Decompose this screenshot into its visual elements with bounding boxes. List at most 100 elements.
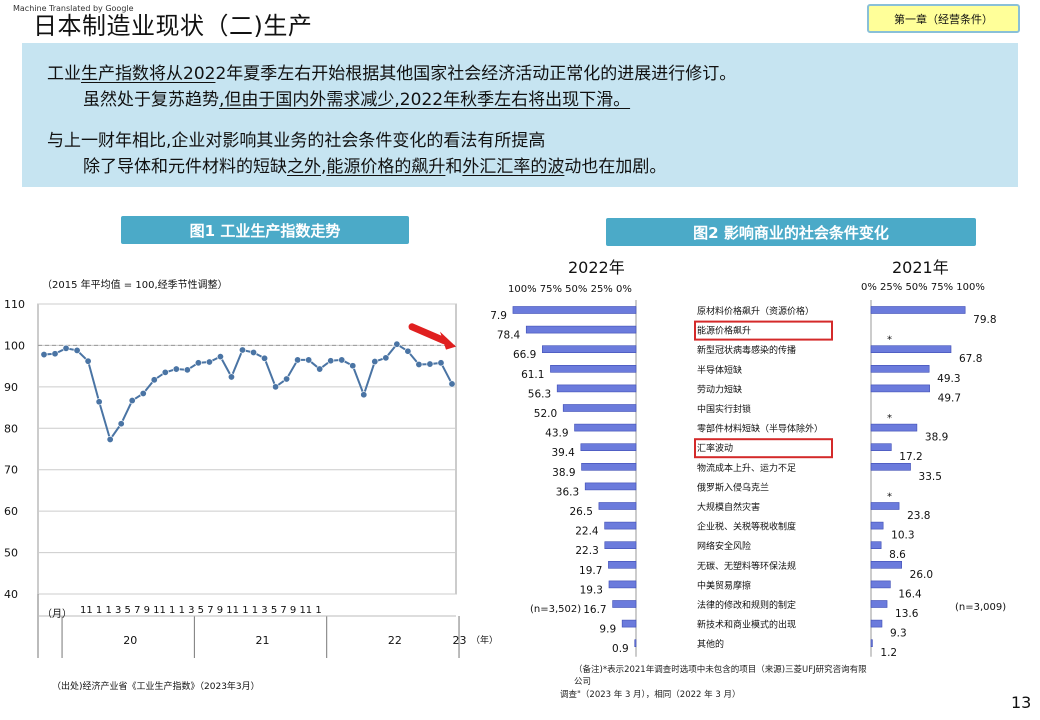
fig1-data-point (426, 360, 434, 368)
fig1-year-label: 20 (123, 634, 137, 647)
fig2-bar-2021 (870, 600, 888, 608)
fig1-y-tick-label: 70 (4, 464, 18, 477)
summary-line-4-text-f: 外汇汇率的波 (462, 157, 565, 177)
fig2-bar-2021 (870, 384, 930, 393)
fig2-bar-2022 (542, 345, 637, 354)
fig1-data-point (393, 340, 401, 348)
summary-line-2-text-a: 虽然处于复苏趋势 (83, 90, 219, 110)
fig2-category-label: 法律的修改和规则的制定 (697, 599, 796, 611)
summary-line-3: 与上一财年相比,企业对影响其业务的社会条件变化的看法有所提高 (47, 131, 546, 151)
fig1-data-point (261, 354, 269, 362)
summary-box: 工业生产指数将从2022年夏季左右开始根据其他国家社会经济活动正常化的进展进行修… (22, 43, 1018, 187)
fig2-label-2021: 8.6 (889, 549, 906, 561)
fig2-bar-2022 (512, 306, 637, 314)
fig2-label-2022: 9.9 (599, 624, 616, 636)
fig2-label-2021: 79.8 (973, 314, 996, 326)
summary-line-4-text-a: 除了导体和元件材料的短缺 (83, 157, 287, 177)
fig2-bar-2021 (870, 463, 911, 471)
fig1-data-point (106, 435, 114, 443)
machine-translated-watermark: Machine Translated by Google (13, 4, 134, 13)
fig2-label-2022: 43.9 (545, 428, 568, 440)
fig1-y-axis: 40 50 60 70 80 90 100 110 (4, 298, 25, 601)
summary-line-4-text-e: 和 (445, 157, 463, 177)
fig2-category-label: 原材料价格飙升（资源价格） (697, 305, 814, 317)
fig2-bar-2021 (870, 639, 873, 648)
fig2-bar-2022 (608, 580, 637, 589)
fig2-category-label: 半导体短缺 (697, 364, 742, 376)
fig1-year-label: 22 (388, 634, 402, 647)
fig1-line-chart: 40 50 60 70 80 90 100 110 20 21 22 23 (4, 298, 467, 658)
fig2-bar-2021 (870, 443, 892, 451)
fig1-month-label: （月） (42, 609, 72, 620)
fig1-data-point (117, 420, 125, 428)
page-title: 日本制造业现状（二)生产 (33, 12, 313, 40)
fig2-label-2021: 38.9 (925, 432, 948, 444)
fig2-left-n: (n=3,502) (530, 604, 582, 615)
fig1-header: 图1 工业生产指数走势 (121, 216, 409, 244)
fig1-data-point (437, 359, 445, 367)
fig1-year-unit: （年） (471, 636, 499, 646)
fig1-data-point (360, 391, 368, 399)
fig2-label-2022: 22.3 (575, 545, 598, 557)
fig1-data-point (250, 348, 258, 356)
fig1-data-point (338, 356, 346, 364)
fig2-right-year: 2021年 (892, 258, 949, 277)
fig2-bar-2021 (870, 560, 902, 569)
summary-line-2: 虽然处于复苏趋势,但由于国内外需求减少,2022年秋季左右将出现下滑。 (83, 85, 630, 110)
fig2-left-axis: 100% 75% 50% 25% 0% (508, 284, 632, 295)
fig2-asterisk: * (887, 413, 892, 424)
fig1-data-point (283, 375, 291, 383)
fig1-data-point (371, 358, 379, 366)
fig2-note-line-1: （备注)*表示2021年调查时选项中未包含的项目（来源)三菱UFJ研究咨询有限 (574, 665, 867, 675)
fig1-data-point (84, 357, 92, 365)
fig2-bar-2022 (550, 365, 637, 373)
fig2-label-2022: 78.4 (497, 330, 521, 342)
fig1-data-point (316, 365, 324, 373)
fig2-label-2022: 39.4 (551, 447, 575, 459)
fig2-label-2021: 16.4 (898, 588, 922, 600)
fig2-label-2022: 38.9 (552, 467, 575, 479)
fig2-note-line-2: 公司 (574, 677, 592, 687)
summary-line-1: 工业生产指数将从2022年夏季左右开始根据其他国家社会经济活动正常化的进展进行修… (47, 59, 736, 84)
fig2-bar-chart: 87.9 原材料价格飙升（资源价格） 79.8 78.4 能源价格飙升 * 66.9 新型冠状… (490, 300, 997, 659)
fig2-bar-2021 (870, 521, 884, 530)
summary-line-1-text-a: 工业 (47, 64, 81, 84)
fig2-right-n: (n=3,009) (955, 602, 1007, 613)
fig1-data-point (216, 353, 224, 361)
fig2-bar-2022 (598, 502, 637, 510)
fig2-bar-2022 (604, 541, 637, 549)
fig2-category-label: 网络安全风险 (697, 540, 751, 552)
fig1-data-point (294, 356, 302, 364)
fig2-label-2021: 33.5 (919, 471, 942, 483)
fig2-bar-2021 (870, 345, 952, 354)
fig2-label-2022: 26.5 (570, 506, 593, 518)
fig2-label-2022: 0.9 (612, 643, 629, 655)
fig1-data-point (150, 376, 158, 384)
fig2-label-2022: 19.3 (580, 584, 603, 596)
fig2-right-axis: 0% 25% 50% 75% 100% (861, 282, 985, 293)
summary-line-4: 除了导体和元件材料的短缺之外,能源价格的飙升和外汇汇率的波动也在加剧。 (83, 152, 666, 177)
decline-arrow-shaft (408, 323, 448, 345)
summary-line-1-text-c: 2年夏季左右开始根据其他国家社会经济活动正常化的进展进行修订。 (215, 64, 737, 84)
fig2-bar-2021 (870, 306, 966, 314)
fig1-data-point (272, 383, 280, 391)
fig1-data-point (95, 398, 103, 406)
fig1-year-label: 23 (453, 634, 467, 647)
fig2-label-2022: 56.3 (528, 388, 551, 400)
fig2-highlight-box (694, 438, 833, 459)
fig2-category-label: 新技术和商业模式的出现 (697, 619, 796, 631)
fig2-category-label: 其他的 (697, 638, 724, 650)
fig1-x-axis: 20 21 22 23 (37, 594, 467, 658)
fig2-label-2022: 16.7 (583, 604, 606, 616)
fig1-unit-note: （2015 年平均值 = 100,经季节性调整） (42, 280, 228, 291)
fig1-data-point (227, 373, 235, 381)
fig2-bar-2022 (562, 404, 637, 412)
fig2-label-2021: 49.7 (938, 392, 961, 404)
fig1-data-point (139, 389, 147, 397)
fig2-bar-2022 (604, 521, 637, 530)
fig1-series-line (43, 342, 453, 442)
fig1-data-point (194, 359, 202, 367)
fig1-data-point (404, 347, 412, 355)
fig1-month-ticks: 11 1 1 3 5 7 9 11 1 1 3 5 7 9 11 1 1 3 5… (80, 605, 322, 616)
summary-line-1-text-b: 生产指数将从202 (81, 64, 216, 84)
